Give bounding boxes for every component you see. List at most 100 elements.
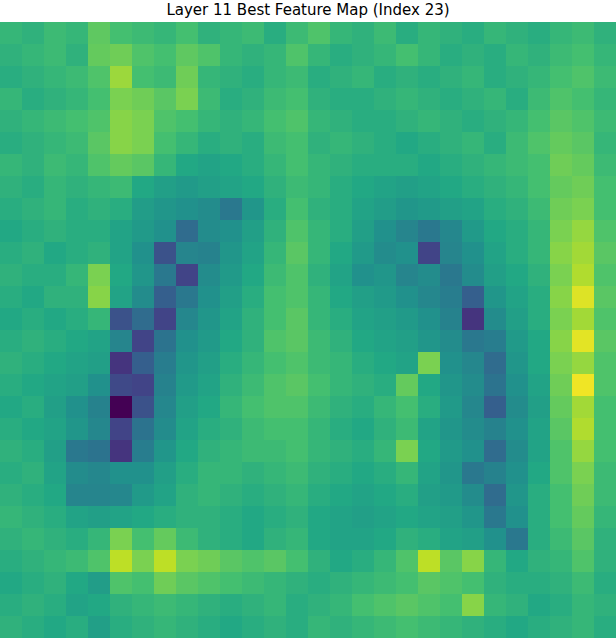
heatmap-cell	[330, 286, 353, 309]
heatmap-cell	[176, 440, 199, 463]
heatmap-cell	[330, 154, 353, 177]
heatmap-cell	[242, 286, 265, 309]
heatmap-cell	[132, 572, 155, 595]
heatmap-cell	[286, 110, 309, 133]
heatmap-cell	[132, 528, 155, 551]
heatmap-cell	[572, 44, 595, 67]
heatmap-cell	[308, 198, 331, 221]
heatmap-cell	[0, 66, 23, 89]
heatmap-cell	[176, 220, 199, 243]
heatmap-cell	[22, 44, 45, 67]
heatmap-cell	[176, 308, 199, 331]
heatmap-cell	[176, 484, 199, 507]
heatmap-cell	[242, 506, 265, 529]
heatmap-cell	[594, 198, 616, 221]
heatmap-cell	[330, 110, 353, 133]
heatmap-cell	[440, 154, 463, 177]
heatmap-cell	[154, 198, 177, 221]
heatmap-cell	[352, 220, 375, 243]
heatmap-cell	[154, 88, 177, 111]
heatmap-cell	[44, 374, 67, 397]
heatmap-cell	[88, 396, 111, 419]
heatmap-cell	[88, 220, 111, 243]
heatmap-cell	[506, 44, 529, 67]
heatmap-cell	[242, 264, 265, 287]
heatmap-cell	[44, 616, 67, 638]
heatmap-cell	[22, 550, 45, 573]
heatmap-cell	[110, 264, 133, 287]
heatmap-cell	[176, 374, 199, 397]
heatmap-cell	[528, 286, 551, 309]
heatmap-cell	[418, 242, 441, 265]
heatmap-cell	[440, 352, 463, 375]
heatmap-cell	[220, 308, 243, 331]
heatmap-cell	[198, 22, 221, 45]
heatmap-cell	[528, 66, 551, 89]
heatmap-cell	[528, 22, 551, 45]
heatmap-cell	[242, 462, 265, 485]
heatmap-cell	[220, 550, 243, 573]
heatmap-cell	[550, 242, 573, 265]
heatmap-cell	[550, 484, 573, 507]
heatmap-cell	[88, 198, 111, 221]
heatmap-cell	[572, 176, 595, 199]
heatmap-cell	[132, 418, 155, 441]
heatmap-cell	[352, 374, 375, 397]
heatmap-cell	[374, 440, 397, 463]
heatmap-cell	[528, 132, 551, 155]
heatmap-cell	[286, 44, 309, 67]
heatmap-cell	[132, 506, 155, 529]
heatmap-cell	[506, 396, 529, 419]
heatmap-cell	[374, 242, 397, 265]
heatmap-cell	[594, 66, 616, 89]
heatmap-cell	[198, 286, 221, 309]
heatmap-cell	[154, 550, 177, 573]
heatmap-cell	[154, 66, 177, 89]
heatmap-cell	[440, 528, 463, 551]
heatmap-cell	[88, 44, 111, 67]
heatmap-cell	[528, 396, 551, 419]
heatmap-cell	[264, 154, 287, 177]
heatmap-cell	[374, 506, 397, 529]
heatmap-cell	[88, 154, 111, 177]
heatmap-cell	[264, 506, 287, 529]
heatmap-cell	[132, 154, 155, 177]
heatmap-cell	[110, 88, 133, 111]
heatmap-cell	[484, 594, 507, 617]
heatmap-cell	[550, 528, 573, 551]
heatmap-cell	[418, 308, 441, 331]
heatmap-cell	[506, 176, 529, 199]
heatmap-cell	[594, 330, 616, 353]
heatmap-cell	[220, 198, 243, 221]
heatmap-cell	[22, 352, 45, 375]
heatmap-cell	[44, 484, 67, 507]
heatmap-cell	[132, 308, 155, 331]
heatmap-cell	[506, 132, 529, 155]
heatmap-cell	[418, 616, 441, 638]
heatmap-cell	[506, 242, 529, 265]
heatmap-cell	[88, 22, 111, 45]
heatmap-cell	[374, 572, 397, 595]
heatmap-cell	[506, 462, 529, 485]
heatmap-cell	[176, 506, 199, 529]
heatmap-cell	[242, 440, 265, 463]
heatmap-cell	[242, 44, 265, 67]
heatmap-cell	[286, 396, 309, 419]
heatmap-cell	[0, 396, 23, 419]
heatmap-cell	[440, 66, 463, 89]
heatmap-cell	[88, 88, 111, 111]
heatmap-cell	[308, 616, 331, 638]
heatmap-cell	[286, 352, 309, 375]
heatmap-cell	[374, 462, 397, 485]
heatmap-cell	[418, 154, 441, 177]
heatmap-cell	[330, 88, 353, 111]
heatmap-cell	[220, 616, 243, 638]
heatmap-cell	[110, 506, 133, 529]
heatmap-cell	[0, 616, 23, 638]
heatmap-cell	[22, 242, 45, 265]
heatmap-cell	[462, 506, 485, 529]
heatmap-cell	[198, 484, 221, 507]
heatmap-cell	[198, 44, 221, 67]
heatmap-cell	[374, 484, 397, 507]
heatmap-cell	[176, 110, 199, 133]
